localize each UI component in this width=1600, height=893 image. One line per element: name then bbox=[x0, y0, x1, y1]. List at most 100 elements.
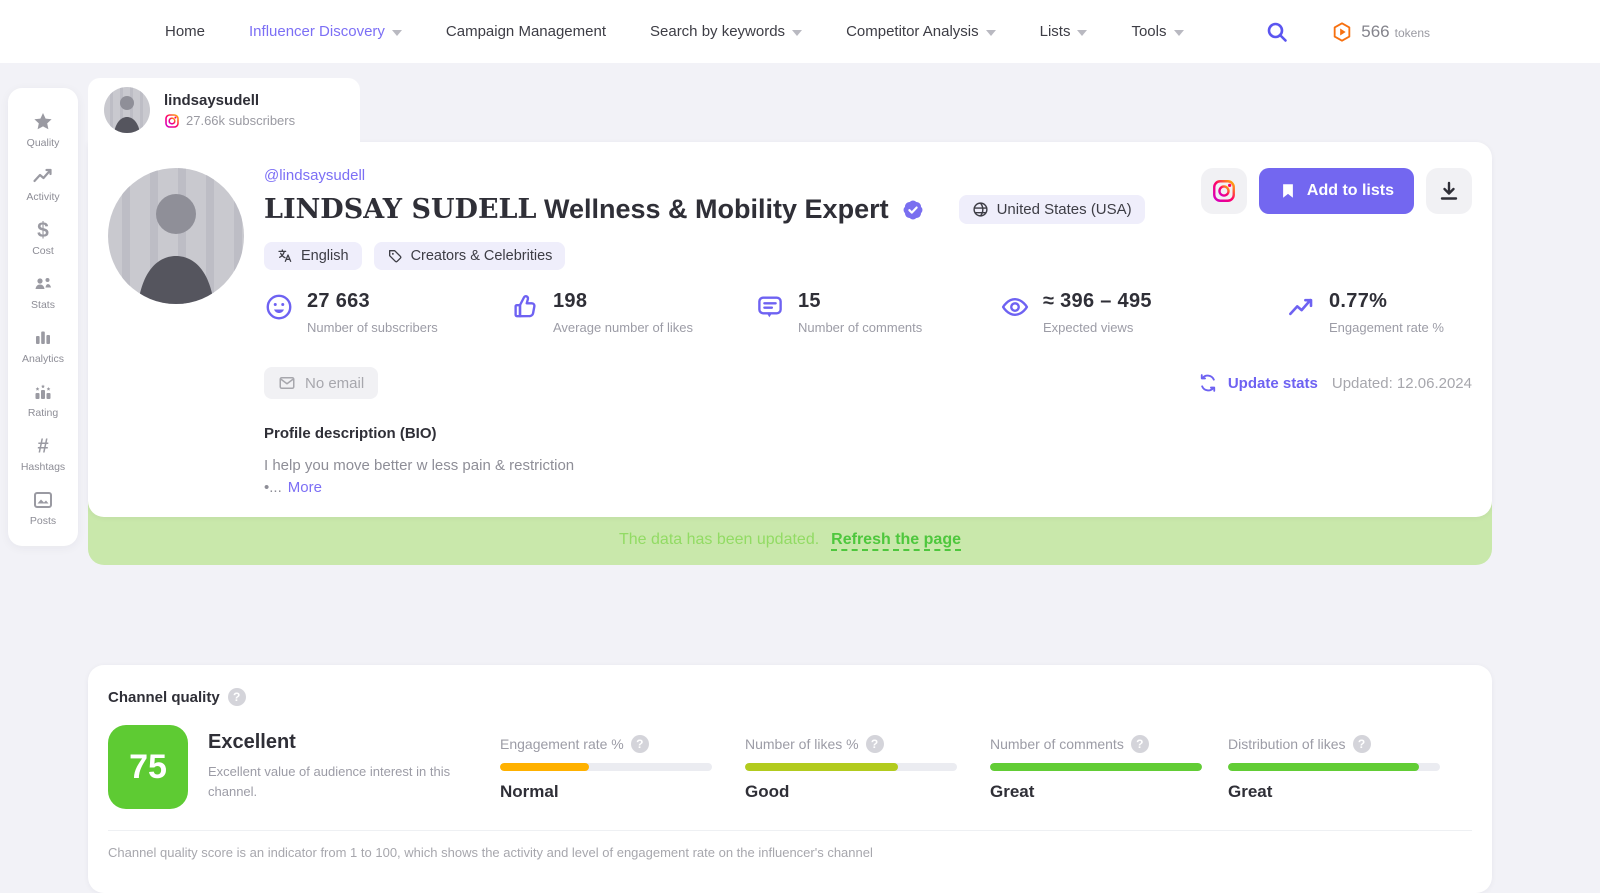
nav-campaign-management-label: Campaign Management bbox=[445, 23, 606, 40]
verified-badge-icon bbox=[903, 200, 923, 219]
stat-avg-likes: 198 Average number of likes bbox=[510, 290, 755, 335]
sidebar-item-activity[interactable]: Activity bbox=[8, 156, 78, 210]
channel-quality-card: Channel quality ? 75 Excellent Excellent… bbox=[88, 665, 1492, 893]
metric-bar bbox=[745, 763, 957, 771]
stat-label: Engagement rate % bbox=[1329, 320, 1444, 335]
stat-label: Average number of likes bbox=[553, 320, 693, 335]
metrics-sidebar: Quality Activity $ Cost Stats Analytics … bbox=[8, 88, 78, 546]
profile-name-serif: LINDSAY SUDELL bbox=[264, 194, 537, 225]
envelope-icon bbox=[279, 377, 295, 389]
stat-value: 15 bbox=[798, 290, 821, 312]
nav-influencer-discovery-label: Influencer Discovery bbox=[249, 23, 385, 40]
download-report-button[interactable] bbox=[1426, 168, 1472, 214]
tokens-count: 566 bbox=[1361, 21, 1390, 41]
help-icon[interactable]: ? bbox=[865, 735, 884, 753]
update-stats-label: Update stats bbox=[1227, 374, 1318, 392]
dollar-icon: $ bbox=[37, 219, 49, 242]
quality-score: 75 bbox=[129, 747, 167, 786]
metric-bar bbox=[500, 763, 712, 771]
search-icon[interactable] bbox=[1265, 20, 1289, 44]
update-stats-button[interactable]: Update stats bbox=[1198, 373, 1318, 393]
no-email-label: No email bbox=[305, 374, 365, 392]
help-icon[interactable]: ? bbox=[630, 735, 649, 753]
stat-label: Number of subscribers bbox=[307, 320, 438, 335]
stat-label: Expected views bbox=[1043, 320, 1134, 335]
nav-home[interactable]: Home bbox=[165, 23, 205, 40]
country-badge: United States (USA) bbox=[958, 195, 1145, 224]
avatar bbox=[104, 87, 150, 133]
channel-quality-footnote: Channel quality score is an indicator fr… bbox=[108, 845, 873, 860]
stat-expected-views: ≈ 396 – 495 Expected views bbox=[1000, 290, 1286, 335]
nav-influencer-discovery[interactable]: Influencer Discovery bbox=[249, 23, 402, 40]
nav-search-by-keywords-label: Search by keywords bbox=[650, 23, 786, 40]
sidebar-item-analytics[interactable]: Analytics bbox=[8, 318, 78, 372]
sidebar-item-posts[interactable]: Posts bbox=[8, 480, 78, 534]
profile-tab[interactable]: lindsaysudell 27.66k subscribers bbox=[88, 78, 360, 142]
sidebar-item-cost[interactable]: $ Cost bbox=[8, 210, 78, 264]
bar-chart-icon bbox=[36, 331, 50, 344]
image-icon bbox=[34, 492, 52, 508]
top-navigation: Home Influencer Discovery Campaign Manag… bbox=[0, 0, 1600, 63]
page-title: LINDSAY SUDELL Wellness & Mobility Exper… bbox=[264, 194, 889, 225]
help-icon[interactable]: ? bbox=[1130, 735, 1149, 753]
metric-bar bbox=[1228, 763, 1440, 771]
main-content: lindsaysudell 27.66k subscribers The dat… bbox=[88, 78, 1492, 893]
chevron-down-icon bbox=[391, 29, 402, 36]
chevron-down-icon bbox=[1173, 29, 1184, 36]
tokens-balance[interactable]: 566 tokens bbox=[1331, 21, 1430, 43]
chevron-down-icon bbox=[792, 29, 803, 36]
quality-score-badge: 75 bbox=[108, 725, 188, 809]
nav-lists[interactable]: Lists bbox=[1040, 23, 1088, 40]
metric-label: Number of likes % bbox=[745, 736, 859, 752]
nav-lists-label: Lists bbox=[1039, 23, 1071, 40]
no-email-badge: No email bbox=[264, 367, 379, 399]
metric-likes-distribution: Distribution of likes? Great bbox=[1228, 735, 1440, 802]
thumbs-up-icon bbox=[514, 295, 536, 318]
metric-label: Distribution of likes bbox=[1228, 736, 1346, 752]
hashtag-icon: # bbox=[37, 436, 48, 458]
chevron-down-icon bbox=[985, 29, 996, 36]
nav-competitor-analysis[interactable]: Competitor Analysis bbox=[846, 23, 996, 40]
bio-section: Profile description (BIO) I help you mov… bbox=[264, 425, 574, 499]
help-icon[interactable]: ? bbox=[1352, 735, 1371, 753]
profile-handle-link[interactable]: @lindsaysudell bbox=[264, 167, 366, 184]
sidebar-item-rating[interactable]: Rating bbox=[8, 372, 78, 426]
chevron-down-icon bbox=[1077, 29, 1088, 36]
nav-search-by-keywords[interactable]: Search by keywords bbox=[650, 23, 803, 40]
trend-icon bbox=[33, 168, 52, 183]
add-to-lists-button[interactable]: Add to lists bbox=[1258, 168, 1414, 214]
quality-score-label: Excellent bbox=[208, 731, 296, 753]
nav-tools[interactable]: Tools bbox=[1131, 23, 1184, 40]
sidebar-item-quality[interactable]: Quality bbox=[8, 102, 78, 156]
metric-label: Engagement rate % bbox=[500, 736, 624, 752]
metric-status: Great bbox=[1228, 782, 1273, 801]
metric-label: Number of comments bbox=[990, 736, 1124, 752]
profile-name-rest: Wellness & Mobility Expert bbox=[536, 194, 889, 224]
tag-icon bbox=[388, 250, 401, 263]
stat-value: 198 bbox=[553, 290, 588, 312]
smiley-icon bbox=[266, 294, 292, 320]
token-icon bbox=[1334, 21, 1351, 42]
bio-more-link[interactable]: More bbox=[287, 478, 322, 496]
sidebar-item-hashtags[interactable]: # Hashtags bbox=[8, 426, 78, 480]
stat-subscribers: 27 663 Number of subscribers bbox=[264, 290, 510, 335]
tab-subscribers: 27.66k subscribers bbox=[186, 113, 296, 128]
sidebar-item-stats[interactable]: Stats bbox=[8, 264, 78, 318]
tab-info: lindsaysudell 27.66k subscribers bbox=[164, 92, 295, 129]
banner-text: The data has been updated. bbox=[619, 531, 820, 548]
tokens-label: tokens bbox=[1394, 26, 1430, 40]
sidebar-label: Rating bbox=[27, 407, 59, 419]
refresh-page-link[interactable]: Refresh the page bbox=[831, 531, 961, 551]
metric-comments: Number of comments? Great bbox=[990, 735, 1202, 802]
nav-campaign-management[interactable]: Campaign Management bbox=[446, 23, 606, 40]
metric-status: Good bbox=[745, 782, 790, 801]
people-icon bbox=[35, 278, 51, 289]
metric-status: Normal bbox=[500, 782, 559, 801]
stat-label: Number of comments bbox=[798, 320, 923, 335]
category-label: Creators & Celebrities bbox=[410, 248, 553, 264]
updated-date: Updated: 12.06.2024 bbox=[1331, 374, 1472, 392]
instagram-profile-button[interactable] bbox=[1200, 168, 1247, 214]
help-icon[interactable]: ? bbox=[227, 688, 246, 706]
language-label: English bbox=[301, 248, 349, 264]
svg-text:#: # bbox=[37, 436, 48, 458]
